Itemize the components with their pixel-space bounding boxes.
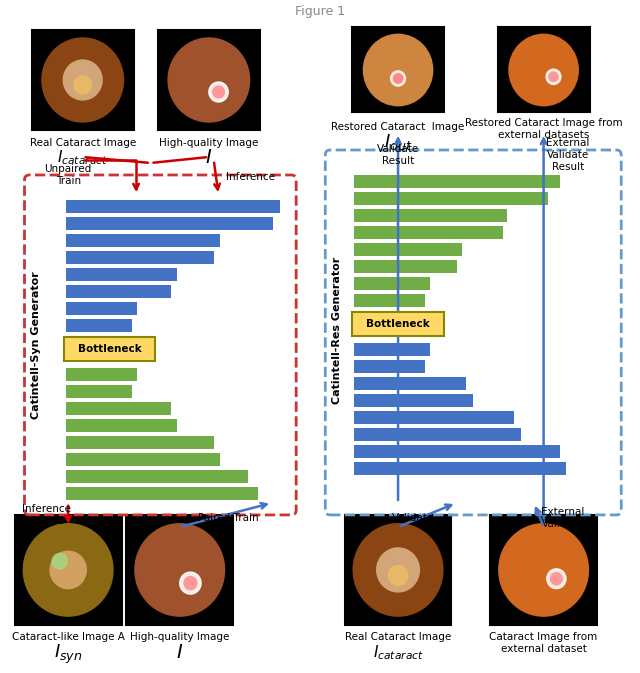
- Circle shape: [499, 524, 588, 616]
- Bar: [355, 445, 559, 458]
- Text: $I$: $I$: [176, 643, 183, 662]
- FancyBboxPatch shape: [352, 28, 444, 112]
- Bar: [66, 453, 220, 466]
- Bar: [355, 360, 425, 373]
- Bar: [355, 226, 502, 239]
- Bar: [355, 343, 429, 356]
- Circle shape: [23, 524, 113, 616]
- Bar: [66, 319, 132, 332]
- Circle shape: [209, 82, 228, 102]
- Bar: [355, 260, 457, 273]
- Bar: [355, 394, 473, 407]
- Circle shape: [184, 577, 197, 590]
- Text: Catintell-Res Generator: Catintell-Res Generator: [332, 256, 342, 404]
- FancyBboxPatch shape: [353, 312, 444, 336]
- Circle shape: [50, 551, 86, 589]
- Circle shape: [390, 71, 406, 86]
- Text: External
Validate: External Validate: [541, 507, 585, 529]
- FancyBboxPatch shape: [15, 515, 122, 625]
- Bar: [355, 377, 466, 390]
- Text: Restored Cataract  Image: Restored Cataract Image: [332, 122, 465, 132]
- Bar: [66, 268, 177, 281]
- Circle shape: [364, 34, 433, 106]
- Text: $I$: $I$: [205, 148, 212, 167]
- Circle shape: [388, 565, 408, 586]
- Bar: [355, 209, 507, 222]
- Circle shape: [377, 548, 419, 592]
- Bar: [66, 402, 171, 415]
- Bar: [355, 428, 521, 441]
- FancyBboxPatch shape: [497, 28, 589, 112]
- Circle shape: [168, 38, 250, 122]
- Bar: [66, 470, 248, 483]
- Circle shape: [509, 34, 579, 106]
- Text: Validate: Validate: [392, 513, 434, 523]
- Bar: [355, 175, 559, 188]
- Text: Unpaired
Train: Unpaired Train: [45, 164, 92, 186]
- FancyBboxPatch shape: [345, 515, 451, 625]
- Bar: [66, 285, 171, 298]
- Bar: [355, 294, 425, 307]
- Bar: [66, 251, 214, 264]
- Text: External
Validate
Result: External Validate Result: [546, 139, 589, 172]
- Bar: [355, 411, 514, 424]
- Circle shape: [74, 76, 92, 94]
- Text: Bottleneck: Bottleneck: [366, 319, 430, 329]
- Text: Paired Train: Paired Train: [198, 513, 259, 523]
- Text: High-quality Image: High-quality Image: [130, 632, 229, 642]
- FancyBboxPatch shape: [126, 515, 233, 625]
- Bar: [66, 200, 280, 213]
- Circle shape: [63, 60, 102, 100]
- Text: Real Cataract Image: Real Cataract Image: [345, 632, 451, 642]
- Circle shape: [42, 38, 124, 122]
- Text: Cataract-like Image A: Cataract-like Image A: [12, 632, 125, 642]
- Circle shape: [546, 69, 561, 84]
- Bar: [66, 487, 259, 500]
- Bar: [66, 302, 137, 315]
- Circle shape: [550, 573, 563, 585]
- Text: Catintell-Syn Generator: Catintell-Syn Generator: [31, 271, 41, 419]
- Circle shape: [180, 572, 201, 594]
- Bar: [66, 385, 132, 398]
- Circle shape: [547, 569, 566, 589]
- Bar: [355, 192, 548, 205]
- Text: $I_{cataract}$: $I_{cataract}$: [57, 148, 108, 167]
- Text: Cataract Image from
external dataset: Cataract Image from external dataset: [490, 632, 598, 653]
- FancyBboxPatch shape: [158, 30, 260, 130]
- Text: $I_{syn}$: $I_{syn}$: [54, 643, 83, 666]
- Bar: [66, 234, 220, 247]
- Bar: [355, 243, 461, 256]
- Bar: [66, 217, 273, 230]
- Text: Figure 1: Figure 1: [296, 5, 346, 18]
- Bar: [355, 462, 566, 475]
- Text: Restored Cataract Image from
external datasets: Restored Cataract Image from external da…: [465, 118, 623, 139]
- Circle shape: [135, 524, 225, 616]
- Circle shape: [353, 524, 443, 616]
- Text: Inference
Result: Inference Result: [22, 504, 71, 526]
- Text: High-quality Image: High-quality Image: [159, 138, 259, 148]
- Circle shape: [549, 72, 558, 81]
- Text: Inference: Inference: [226, 172, 275, 182]
- FancyBboxPatch shape: [490, 515, 597, 625]
- Circle shape: [52, 553, 67, 569]
- Text: Validate
Result: Validate Result: [377, 144, 419, 166]
- Text: Real Cataract Image: Real Cataract Image: [29, 138, 136, 148]
- FancyBboxPatch shape: [32, 30, 134, 130]
- Text: Bottleneck: Bottleneck: [78, 344, 141, 354]
- Text: $I_{out}$: $I_{out}$: [384, 132, 412, 152]
- Bar: [66, 368, 137, 381]
- FancyBboxPatch shape: [64, 337, 156, 361]
- Bar: [66, 436, 214, 449]
- Text: $I_{cataract}$: $I_{cataract}$: [372, 643, 424, 662]
- Bar: [66, 419, 177, 432]
- Bar: [355, 277, 429, 290]
- Circle shape: [212, 86, 225, 98]
- Circle shape: [394, 74, 403, 83]
